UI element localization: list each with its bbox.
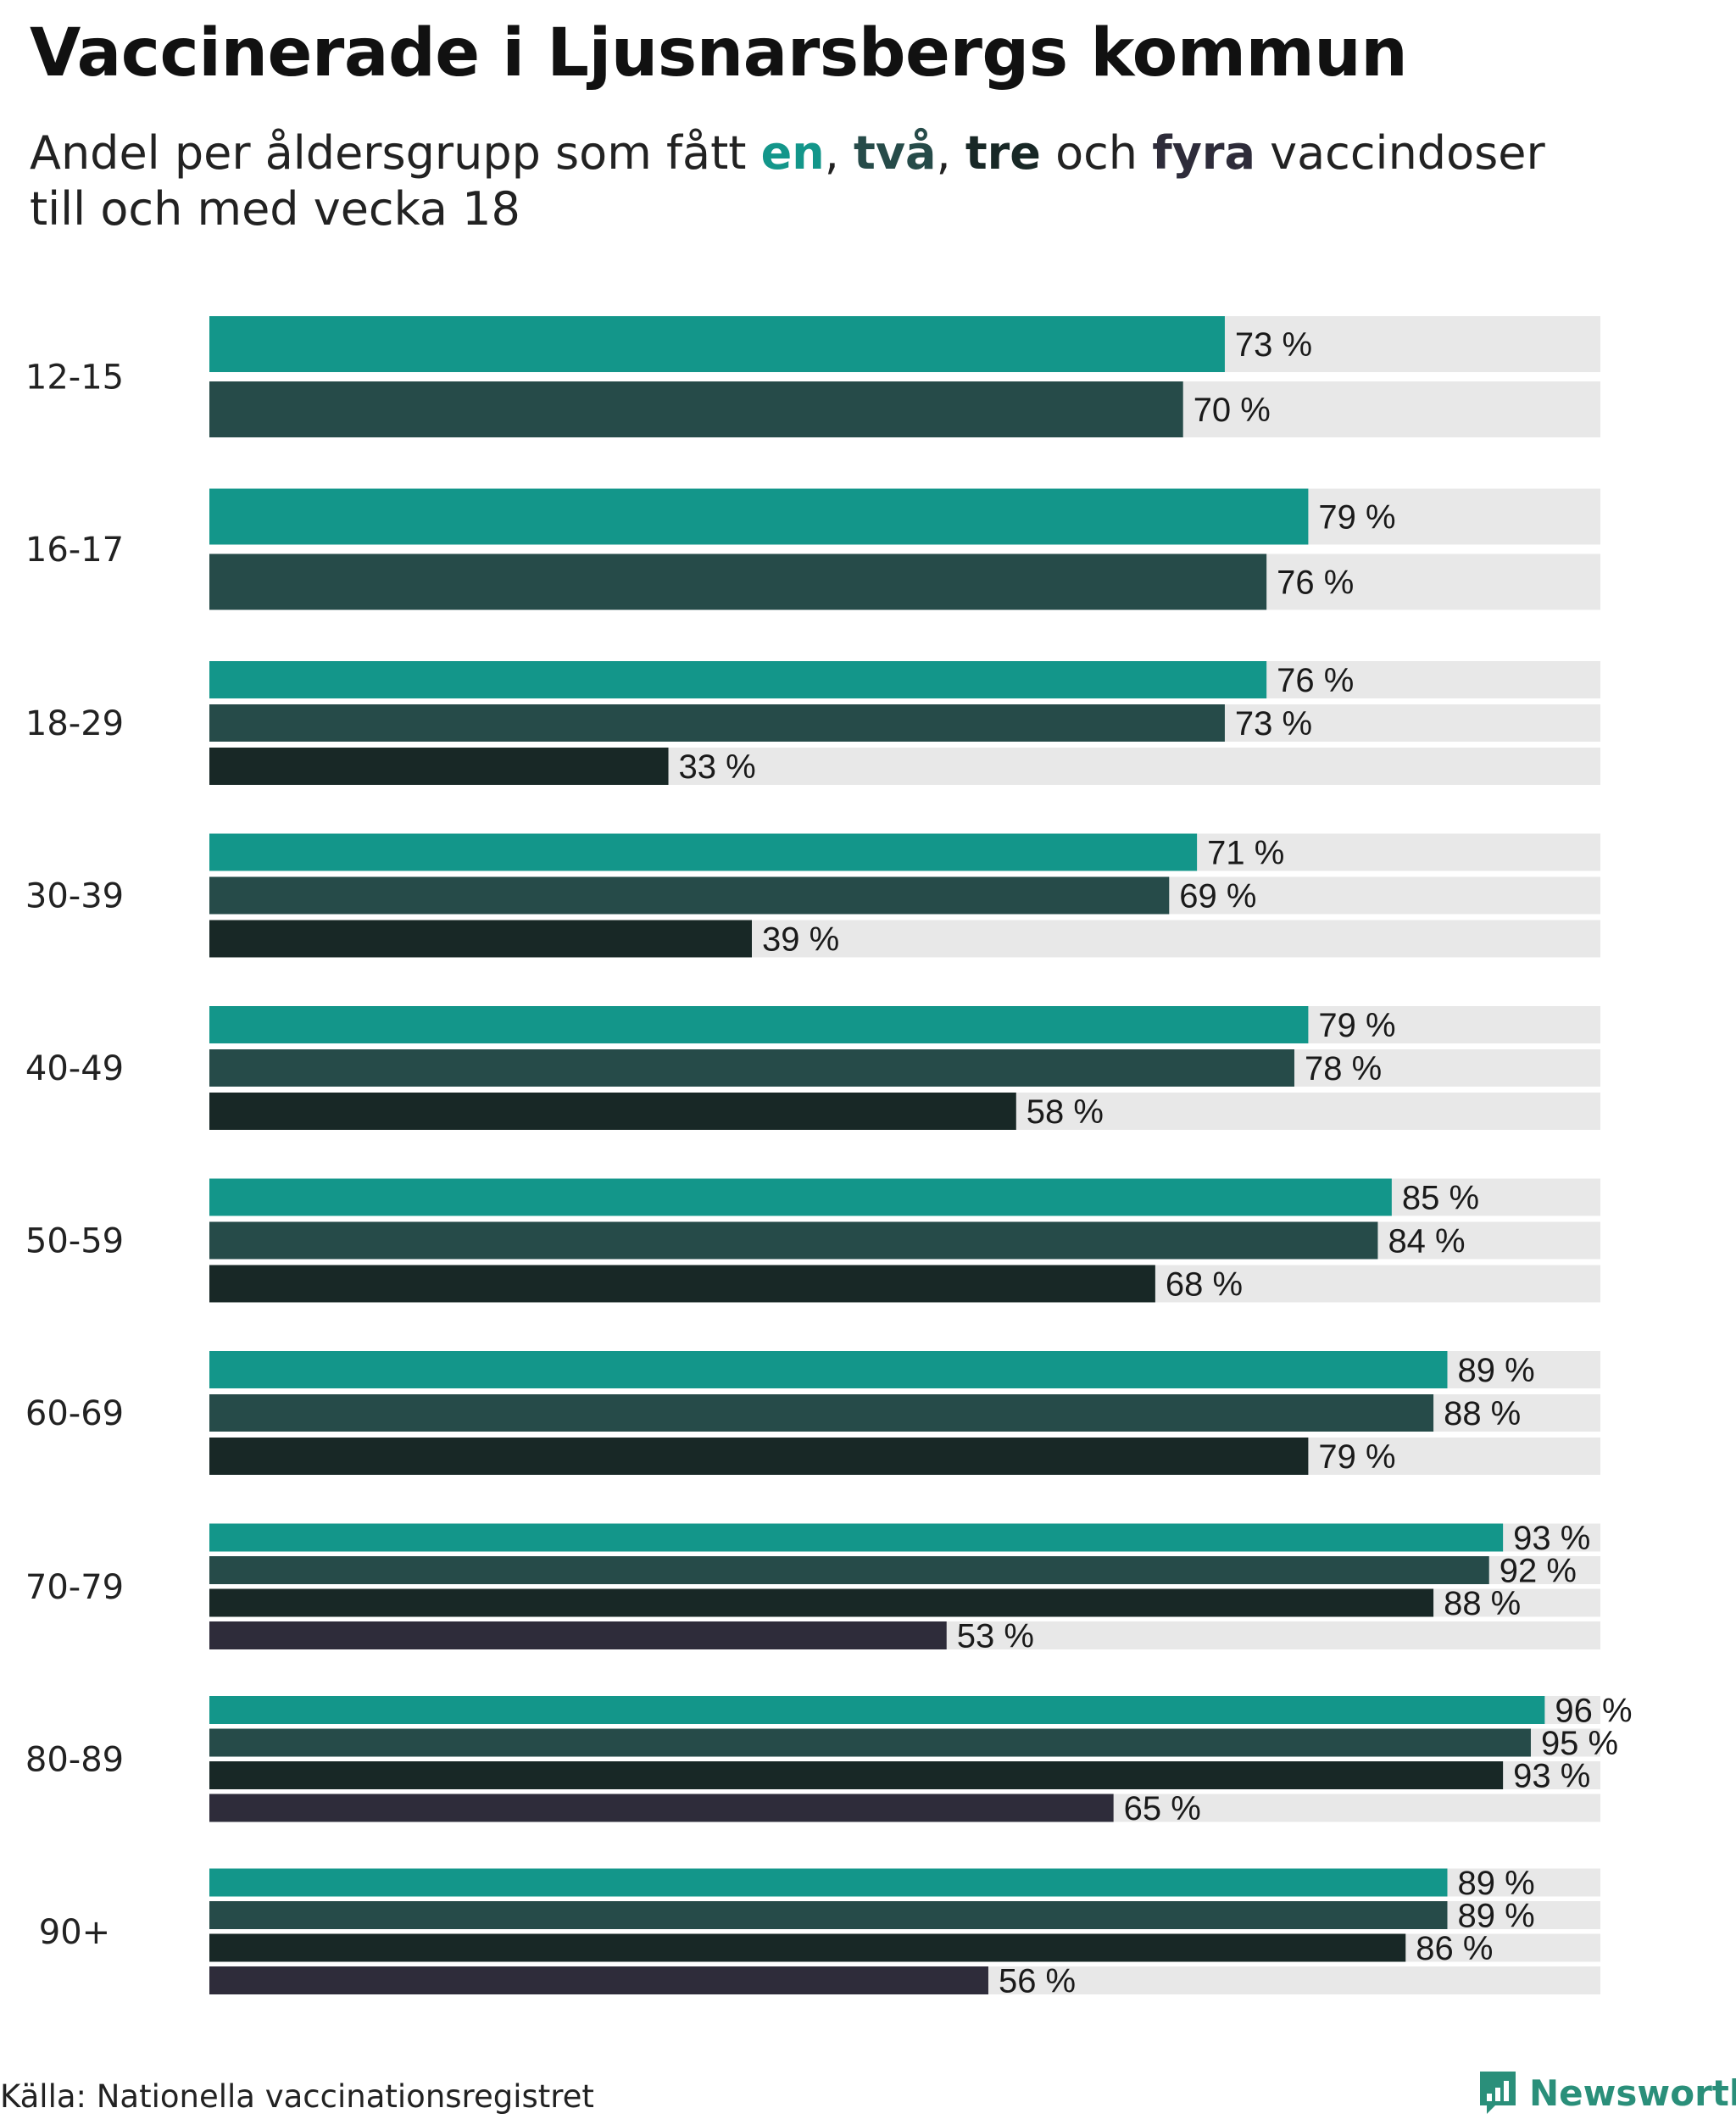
bar-fyra [209, 1966, 988, 1994]
bar-en [209, 833, 1198, 871]
bar-en [209, 1351, 1448, 1388]
data-label: 70 % [1194, 392, 1271, 429]
legend-key-fyra: fyra [1152, 126, 1255, 180]
bar-en [209, 488, 1309, 545]
bar-tre [209, 748, 669, 785]
bar-tre [209, 1093, 1016, 1130]
subtitle-suffix: vaccindoser [1255, 126, 1545, 180]
data-label: 39 % [762, 921, 839, 959]
subtitle-separator: och [1040, 126, 1153, 180]
bar-två [209, 1728, 1531, 1757]
data-label: 89 % [1457, 1352, 1534, 1389]
legend-key-en: en [760, 126, 825, 180]
data-label: 53 % [957, 1618, 1034, 1655]
data-label: 86 % [1416, 1930, 1493, 1967]
data-label: 73 % [1235, 705, 1312, 742]
data-label: 76 % [1277, 565, 1354, 602]
legend-key-tva: två [854, 126, 937, 180]
bar-två [209, 381, 1183, 437]
bar-en [209, 1178, 1392, 1216]
bar-tre [209, 1265, 1155, 1303]
data-label: 89 % [1457, 1865, 1534, 1902]
data-label: 96 % [1555, 1693, 1632, 1730]
bar-en [209, 1006, 1309, 1043]
data-label: 76 % [1277, 662, 1354, 699]
data-label: 78 % [1305, 1050, 1382, 1087]
bar-två [209, 1556, 1489, 1584]
category-label: 80-89 [25, 1740, 124, 1779]
data-label: 71 % [1207, 835, 1284, 872]
subtitle-separator: , [936, 126, 965, 180]
category-label: 40-49 [25, 1049, 124, 1088]
bar-två [209, 1049, 1294, 1087]
data-label: 89 % [1457, 1898, 1534, 1935]
subtitle-separator: , [824, 126, 854, 180]
category-label: 90+ [39, 1913, 110, 1952]
category-label: 12-15 [25, 359, 124, 398]
bar-tre [209, 1933, 1406, 1962]
data-label: 58 % [1027, 1093, 1104, 1131]
bar-en [209, 661, 1267, 698]
data-label: 79 % [1318, 1438, 1395, 1476]
bar-fyra [209, 1794, 1114, 1822]
data-label: 92 % [1500, 1553, 1577, 1590]
data-label: 88 % [1444, 1585, 1521, 1622]
brand-name: Newsworthy [1529, 2072, 1736, 2114]
source-note: Källa: Nationella vaccinationsregistret [0, 2078, 594, 2115]
bar-en [209, 1523, 1504, 1552]
data-label: 84 % [1388, 1223, 1465, 1260]
bar-tre [209, 1438, 1309, 1475]
data-label: 85 % [1402, 1180, 1479, 1217]
legend-key-tre: tre [965, 126, 1041, 180]
data-label: 69 % [1179, 878, 1256, 915]
data-label: 73 % [1235, 326, 1312, 364]
bar-en [209, 316, 1225, 372]
data-label: 56 % [999, 1963, 1076, 2000]
data-label: 68 % [1166, 1266, 1243, 1304]
bar-tre [209, 1761, 1504, 1789]
bar-två [209, 704, 1225, 742]
data-label: 79 % [1318, 499, 1395, 537]
subtitle-line2: till och med vecka 18 [30, 182, 520, 236]
chart-title: Vaccinerade i Ljusnarsbergs kommun [30, 15, 1408, 92]
bar-två [209, 1901, 1448, 1929]
data-label: 93 % [1513, 1758, 1590, 1795]
category-label: 60-69 [25, 1394, 124, 1433]
bar-två [209, 876, 1170, 915]
newsworthy-logo-icon [1480, 2072, 1516, 2114]
category-label: 30-39 [25, 877, 124, 916]
data-label: 88 % [1444, 1395, 1521, 1432]
data-label: 33 % [679, 748, 756, 786]
bar-tre [209, 920, 752, 958]
category-label: 16-17 [25, 531, 124, 570]
bar-två [209, 1221, 1378, 1260]
bar-fyra [209, 1621, 947, 1649]
data-label: 93 % [1513, 1520, 1590, 1557]
data-label: 65 % [1124, 1790, 1201, 1827]
bar-en [209, 1868, 1448, 1897]
data-label: 79 % [1318, 1007, 1395, 1044]
bar-två [209, 1394, 1434, 1432]
category-label: 18-29 [25, 704, 124, 743]
bar-en [209, 1696, 1545, 1724]
bar-två [209, 553, 1267, 610]
category-label: 50-59 [25, 1222, 124, 1261]
category-label: 70-79 [25, 1568, 124, 1607]
bar-tre [209, 1588, 1434, 1617]
brand-logo: Newsworthy [1478, 2068, 1736, 2117]
data-label: 95 % [1541, 1725, 1618, 1762]
subtitle-prefix: Andel per åldersgrupp som fått [30, 126, 761, 180]
chart-subtitle: Andel per åldersgrupp som fått en, två, … [30, 125, 1640, 237]
